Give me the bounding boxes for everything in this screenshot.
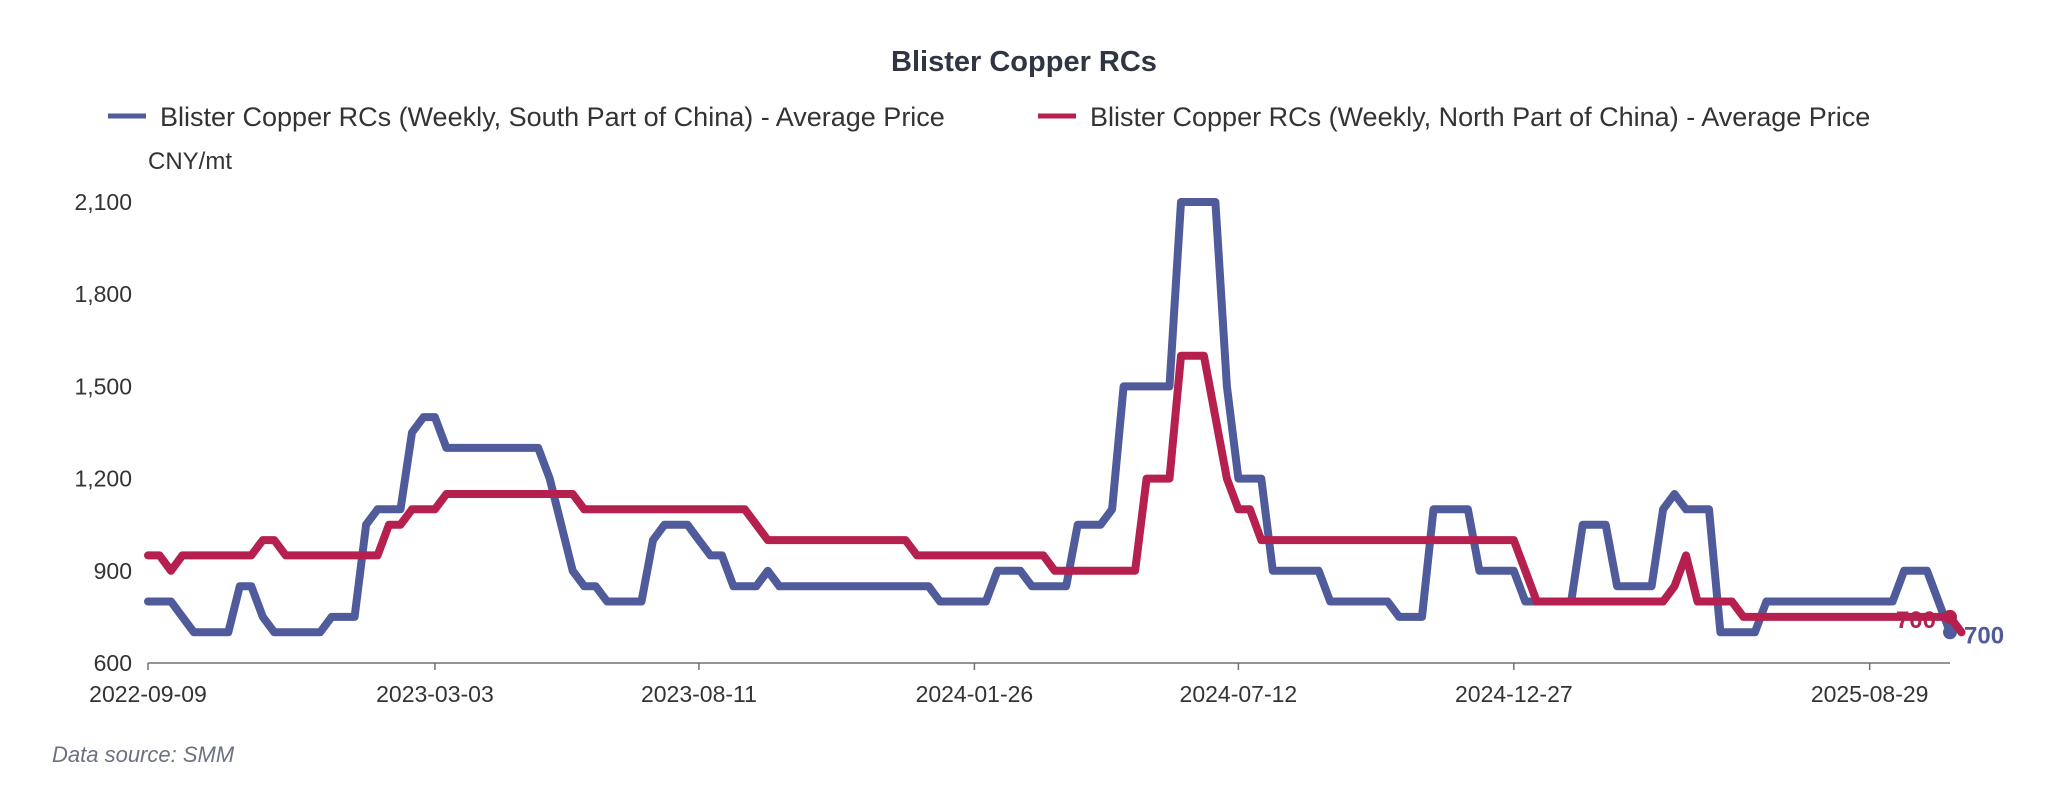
x-tick-label: 2024-12-27 xyxy=(1455,681,1573,707)
y-tick-label: 600 xyxy=(94,650,132,676)
y-axis: 600 900 1,200 1,500 1,800 2,100 xyxy=(74,189,132,676)
y-tick-label: 900 xyxy=(94,558,132,584)
series-line-north xyxy=(144,351,1966,637)
series-end-marker xyxy=(1943,609,1957,624)
series-layer xyxy=(144,198,1966,640)
legend-label-north: Blister Copper RCs (Weekly, North Part o… xyxy=(1090,102,1870,132)
end-labels: 700 700 xyxy=(1896,607,2004,649)
y-tick-label: 1,200 xyxy=(74,466,132,492)
x-tick-label: 2024-07-12 xyxy=(1180,681,1298,707)
end-label-north: 700 xyxy=(1896,607,1936,634)
x-tick-label: 2022-09-09 xyxy=(89,681,207,707)
end-label-south: 700 xyxy=(1964,622,2004,649)
x-tick-label: 2024-01-26 xyxy=(916,681,1034,707)
y-tick-label: 1,500 xyxy=(74,373,132,399)
series-end-marker xyxy=(1943,625,1957,640)
legend-item-north[interactable]: Blister Copper RCs (Weekly, North Part o… xyxy=(1038,102,1870,132)
y-tick-label: 2,100 xyxy=(74,189,132,215)
x-tick-label: 2025-08-29 xyxy=(1811,681,1929,707)
x-axis: 2022-09-09 2023-03-03 2023-08-11 2024-01-26… xyxy=(89,663,1928,707)
series-line-south xyxy=(144,198,1954,637)
y-tick-label: 1,800 xyxy=(74,281,132,307)
chart-title: Blister Copper RCs xyxy=(891,46,1157,78)
data-source: Data source: SMM xyxy=(52,742,235,767)
y-axis-unit: CNY/mt xyxy=(148,148,232,175)
legend-label-south: Blister Copper RCs (Weekly, South Part o… xyxy=(160,102,945,132)
x-tick-label: 2023-08-11 xyxy=(641,681,757,707)
legend-item-south[interactable]: Blister Copper RCs (Weekly, South Part o… xyxy=(108,102,945,132)
legend: Blister Copper RCs (Weekly, South Part o… xyxy=(108,102,1870,132)
x-tick-label: 2023-03-03 xyxy=(376,681,494,707)
